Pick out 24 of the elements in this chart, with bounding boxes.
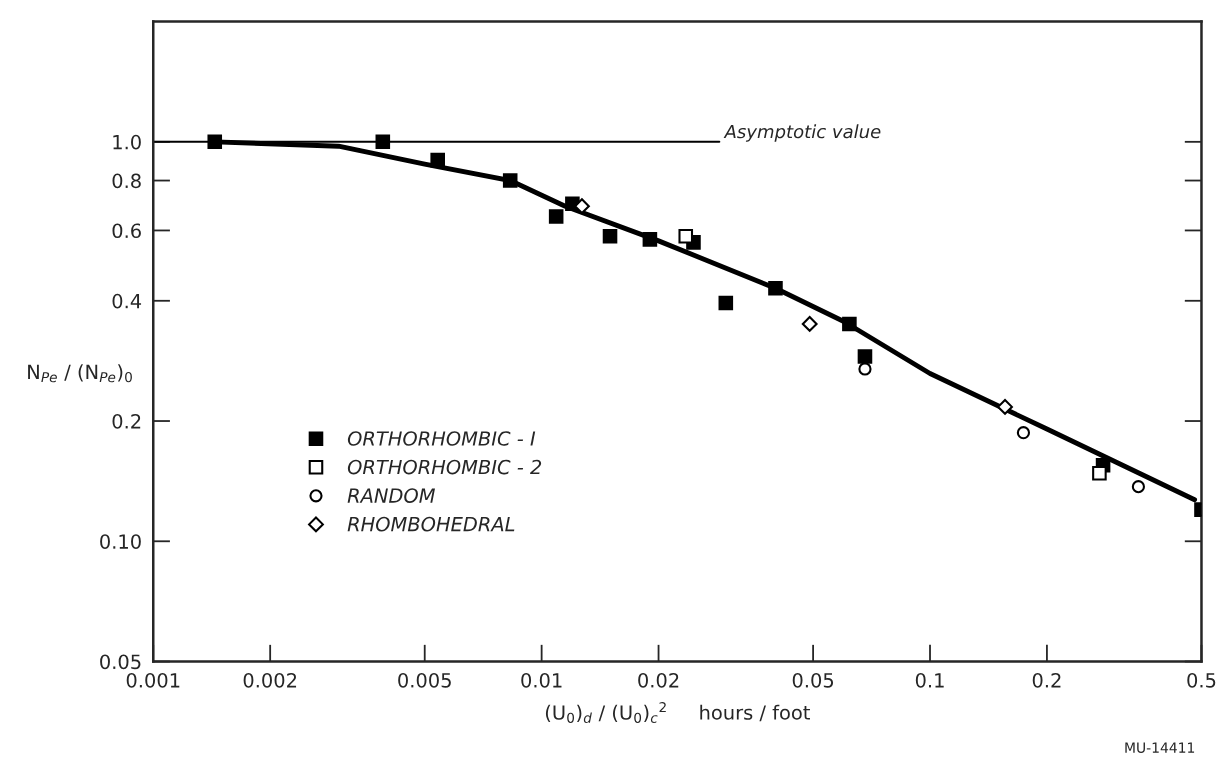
x-tick-label: 0.002	[243, 672, 297, 688]
x-tick-label: 0.001	[126, 672, 180, 688]
y-tick-label: 0.10	[100, 534, 141, 549]
x-tick-label: 0.05	[792, 672, 834, 688]
text: (U$_{0}$)$_{d}$ / (U$_{0}$)$_{c}$$^{2}$ hours / foot	[545, 702, 810, 723]
x-tick-label: 0.01	[521, 672, 562, 688]
y-tick-label: 0.8	[112, 173, 141, 189]
y-axis-title: N$_{Pe}$ / (N$_{Pe}$)$_{0}$	[28, 364, 132, 383]
y-tick-label: 0.05	[100, 654, 141, 670]
y-tick-label: 0.6	[112, 223, 141, 239]
x-tick-label: 0.005	[398, 672, 451, 688]
y-tick-label: 0.4	[112, 293, 142, 309]
ref-line-label: Asymptotic value	[723, 124, 881, 142]
x-tick-label: 0.1	[915, 672, 944, 688]
legend-label: ORTHORHOMBIC - 2	[347, 459, 542, 475]
x-tick-label: 0.2	[1032, 672, 1061, 688]
x-tick-label: 0.5	[1187, 672, 1216, 688]
x-tick-label: 0.02	[638, 672, 679, 688]
text: MU-14411	[1125, 742, 1195, 753]
legend-label: ORTHORHOMBIC - I	[347, 431, 536, 446]
y-tick-label: 1.0	[113, 134, 141, 150]
legend-label: RHOMBOHEDRAL	[347, 516, 515, 532]
y-tick-label: 0.2	[112, 413, 141, 429]
legend-label: RANDOM	[347, 488, 435, 503]
